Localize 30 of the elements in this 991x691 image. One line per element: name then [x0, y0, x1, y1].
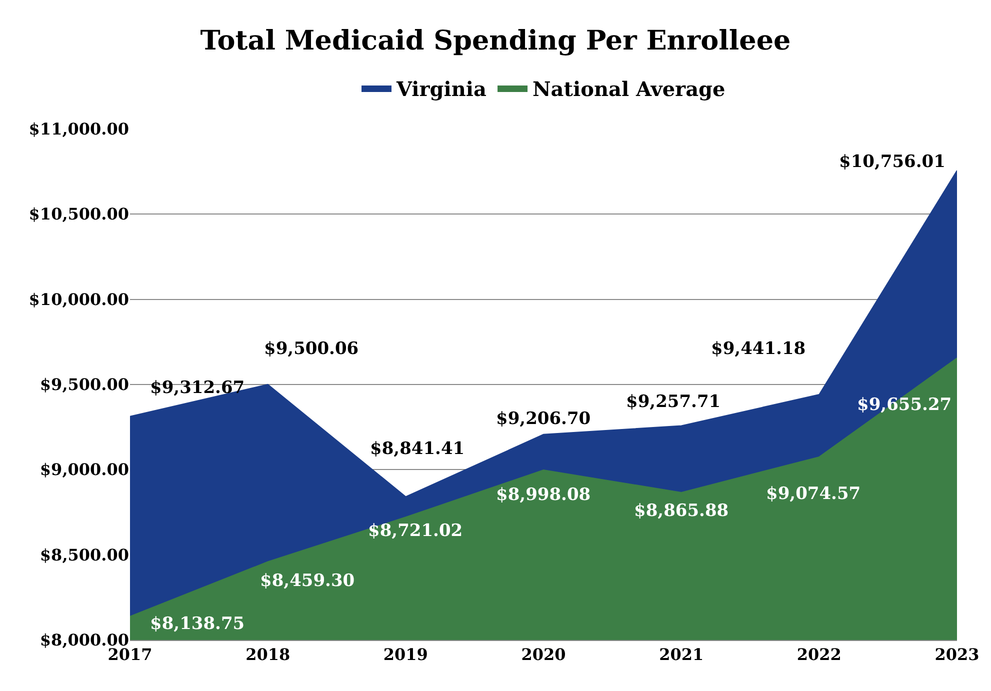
x-tick-label: 2022 — [796, 645, 842, 664]
x-tick-label: 2023 — [934, 645, 980, 664]
x-tick-label: 2021 — [659, 645, 704, 664]
y-tick-label: $8,500.00 — [40, 545, 129, 564]
data-label: $9,500.06 — [264, 339, 359, 359]
data-label: $9,206.70 — [496, 409, 591, 429]
data-label: $8,841.41 — [370, 439, 465, 459]
data-label: $8,138.75 — [150, 614, 245, 634]
y-tick-label: $10,000.00 — [28, 290, 129, 309]
y-tick-label: $10,500.00 — [28, 204, 129, 224]
data-label: $9,441.18 — [711, 339, 806, 359]
legend-label: National Average — [532, 76, 726, 101]
data-label: $8,721.02 — [368, 521, 463, 541]
data-label: $9,312.67 — [150, 378, 245, 398]
x-tick-label: 2017 — [108, 645, 152, 664]
y-tick-label: $11,000.00 — [28, 120, 129, 138]
data-label: $9,074.57 — [766, 484, 861, 504]
data-label: $8,459.30 — [260, 571, 355, 591]
chart-title: Total Medicaid Spending Per Enrolleee — [200, 25, 791, 56]
data-label: $8,865.88 — [634, 501, 729, 521]
y-tick-label: $9,500.00 — [40, 375, 129, 394]
data-label: $10,756.01 — [839, 152, 946, 172]
data-label: $9,257.71 — [626, 392, 721, 412]
x-tick-label: 2020 — [521, 645, 566, 664]
y-tick-label: $9,000.00 — [40, 460, 129, 480]
x-tick-label: 2019 — [383, 645, 428, 664]
x-tick-label: 2018 — [246, 645, 290, 664]
legend-label: Virginia — [396, 76, 487, 101]
data-label: $9,655.27 — [857, 395, 952, 415]
data-label: $8,998.08 — [496, 485, 591, 505]
